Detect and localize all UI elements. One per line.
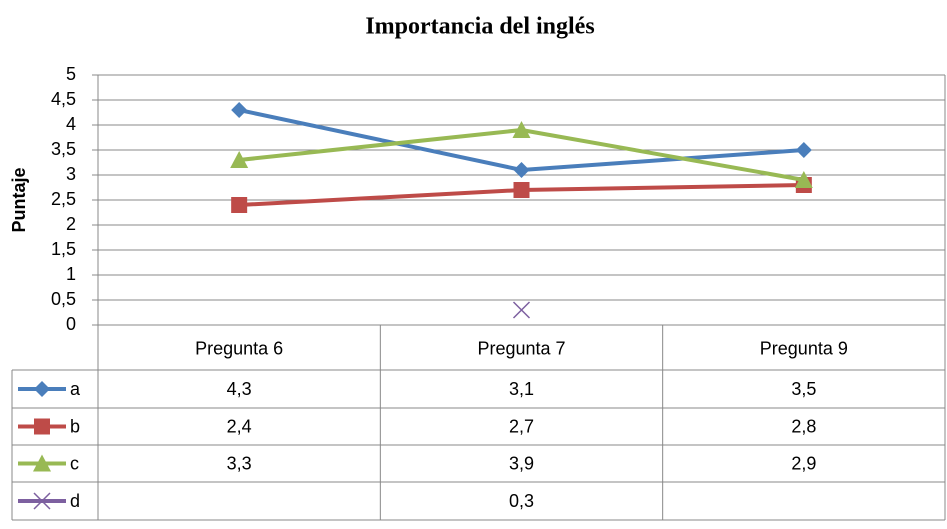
table-value: 3,1: [509, 379, 534, 399]
legend-label: a: [70, 379, 81, 399]
chart-title: Importancia del inglés: [365, 14, 594, 40]
y-tick-label: 0: [66, 314, 76, 334]
table-value: 2,4: [227, 416, 252, 436]
legend-label: d: [70, 491, 80, 511]
data-point: [231, 102, 248, 118]
legend-label: b: [70, 416, 80, 436]
data-point: [794, 171, 813, 188]
data-point: [512, 301, 531, 319]
data-point: [513, 162, 530, 178]
table-value: 4,3: [227, 379, 252, 399]
y-tick-label: 2,5: [51, 189, 76, 209]
table-value: 2,9: [791, 453, 816, 473]
table-value: 2,8: [791, 416, 816, 436]
table-value: 3,3: [227, 453, 252, 473]
y-tick-label: 0,5: [51, 289, 76, 309]
table-value: 3,5: [791, 379, 816, 399]
data-point: [513, 182, 530, 198]
y-tick-label: 3: [66, 164, 76, 184]
category-label: Pregunta 9: [760, 338, 848, 358]
data-point: [231, 197, 248, 213]
data-point: [230, 151, 249, 168]
data-point: [512, 121, 531, 138]
y-tick-label: 2: [66, 214, 76, 234]
legend-marker: [34, 418, 50, 435]
y-tick-label: 4,5: [51, 89, 76, 109]
data-point: [795, 142, 812, 158]
legend-marker: [33, 492, 51, 510]
y-tick-label: 1,5: [51, 239, 76, 259]
legend-label: c: [70, 453, 79, 473]
table-value: 0,3: [509, 491, 534, 511]
series-line: [238, 108, 804, 172]
y-tick-label: 3,5: [51, 139, 76, 159]
category-label: Pregunta 6: [195, 338, 283, 358]
category-label: Pregunta 7: [477, 338, 565, 358]
y-axis-label: Puntaje: [9, 167, 29, 232]
legend-marker: [34, 381, 50, 397]
y-tick-label: 4: [66, 114, 76, 134]
y-tick-label: 1: [66, 264, 76, 284]
table-value: 3,9: [509, 453, 534, 473]
table-value: 2,7: [509, 416, 534, 436]
y-tick-label: 5: [66, 64, 76, 84]
legend-marker: [33, 454, 51, 472]
